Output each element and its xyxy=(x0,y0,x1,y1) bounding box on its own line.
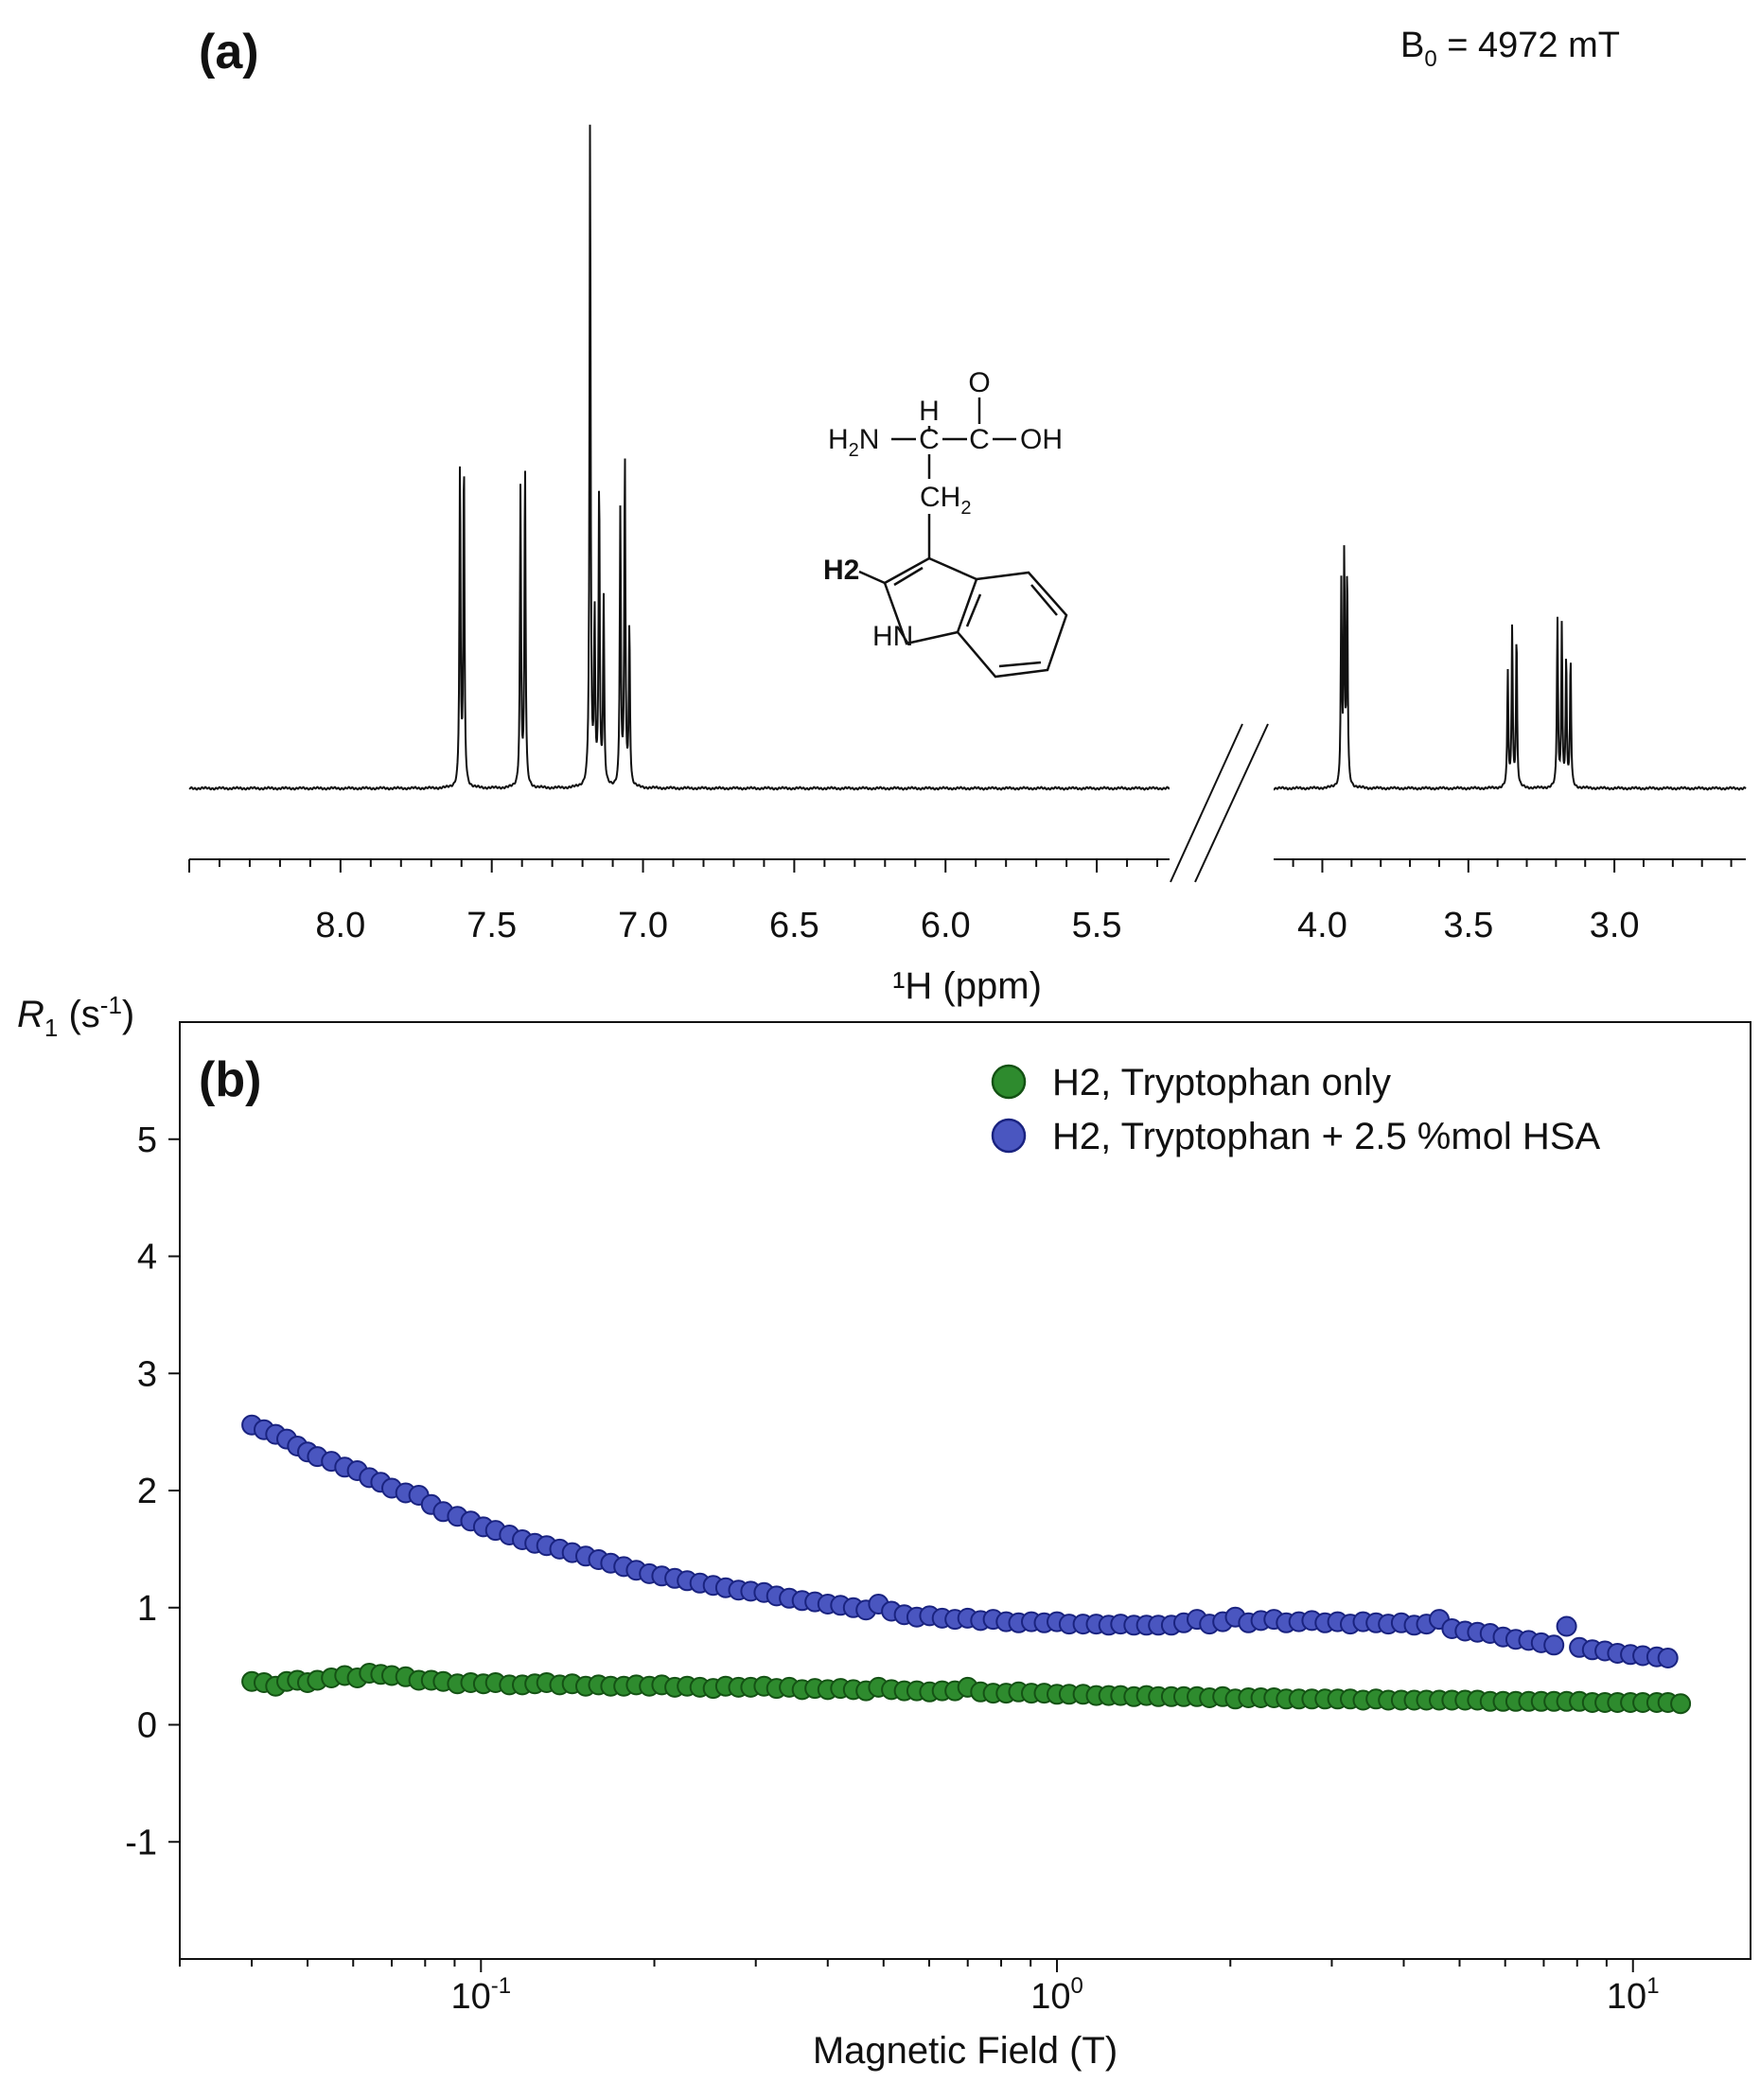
ppm-tick-label: 6.5 xyxy=(769,906,819,945)
legend-marker-blue xyxy=(991,1118,1027,1154)
mol-atom-h2n: H2N xyxy=(828,424,879,461)
field-tick-label: 101 xyxy=(1607,1973,1660,2017)
ppm-tick-label: 7.5 xyxy=(466,906,517,945)
field-xticks: 10-1 100 101 xyxy=(179,1959,1660,2017)
mol-atom-hn: HN xyxy=(872,621,913,652)
ppm-tick-label: 5.5 xyxy=(1072,906,1122,945)
field-axis-title: Magnetic Field (T) xyxy=(813,2030,1118,2072)
spectrum-trace-right xyxy=(1272,545,1747,791)
legend-label-tryptophan-hsa: H2, Tryptophan + 2.5 %mol HSA xyxy=(1052,1116,1601,1157)
series-tryptophan-hsa xyxy=(241,1414,1679,1668)
field-annotation: B0 = 4972 mT xyxy=(1400,26,1620,72)
r1-yticks: 5 4 3 2 1 0 -1 xyxy=(125,1121,180,1862)
series-tryptophan-only xyxy=(241,1663,1692,1715)
tryptophan-hsa-point xyxy=(1556,1615,1577,1637)
field-tick-label: 100 xyxy=(1030,1973,1083,2017)
legend-item-tryptophan-hsa: H2, Tryptophan + 2.5 %mol HSA xyxy=(991,1116,1601,1157)
ppm-ticks: 8.0 7.5 7.0 6.5 6.0 5.5 4.0 3.5 3.0 xyxy=(188,859,1733,945)
ppm-axis-title: ¹H (ppm) xyxy=(892,965,1042,1007)
ppm-tick-label: 8.0 xyxy=(315,906,365,945)
field-tick-label: 10-1 xyxy=(450,1973,511,2017)
r1-tick-label: 2 xyxy=(137,1472,157,1511)
mol-atom-ch2: CH2 xyxy=(920,482,971,519)
legend-label-tryptophan-only: H2, Tryptophan only xyxy=(1052,1062,1391,1103)
r1-axis-title: R1 (s-1) xyxy=(17,991,134,1042)
panel-b-label: (b) xyxy=(199,1052,261,1107)
r1-tick-label: 4 xyxy=(137,1238,157,1278)
mol-atom-c1: C xyxy=(919,424,940,455)
r1-tick-label: 1 xyxy=(137,1589,157,1629)
r1-tick-label: -1 xyxy=(125,1823,157,1862)
ppm-tick-label: 4.0 xyxy=(1297,906,1347,945)
mol-atom-o: O xyxy=(968,367,990,398)
spectrum-trace-left xyxy=(188,124,1188,791)
r1-tick-label: 5 xyxy=(137,1121,157,1160)
mol-atom-c2: C xyxy=(969,424,990,455)
tryptophan-only-point xyxy=(1670,1693,1692,1715)
legend-marker-green xyxy=(991,1064,1027,1100)
ppm-tick-label: 6.0 xyxy=(921,906,971,945)
mol-atom-h: H xyxy=(919,396,940,427)
axis-break-marker xyxy=(1170,719,1274,890)
tryptophan-hsa-point xyxy=(1543,1634,1565,1656)
panel-a-label: (a) xyxy=(199,25,259,79)
ppm-tick-label: 3.5 xyxy=(1443,906,1493,945)
ppm-tick-label: 7.0 xyxy=(618,906,668,945)
r1-tick-label: 0 xyxy=(137,1706,157,1746)
mol-label-h2: H2 xyxy=(823,555,859,586)
ppm-tick-label: 3.0 xyxy=(1590,906,1640,945)
mol-atom-oh: OH xyxy=(1020,424,1063,455)
panel-a: (a) B0 = 4972 mT 8.0 7.5 7.0 6.5 6.0 5.5 4.0 3.… xyxy=(188,25,1747,1007)
legend: H2, Tryptophan only H2, Tryptophan + 2.5… xyxy=(991,1062,1601,1157)
legend-item-tryptophan-only: H2, Tryptophan only xyxy=(991,1062,1391,1103)
tryptophan-hsa-point xyxy=(1657,1648,1679,1668)
r1-tick-label: 3 xyxy=(137,1354,157,1394)
tryptophan-structure: O H H2N C C OH CH2 H2 HN xyxy=(823,367,1068,679)
